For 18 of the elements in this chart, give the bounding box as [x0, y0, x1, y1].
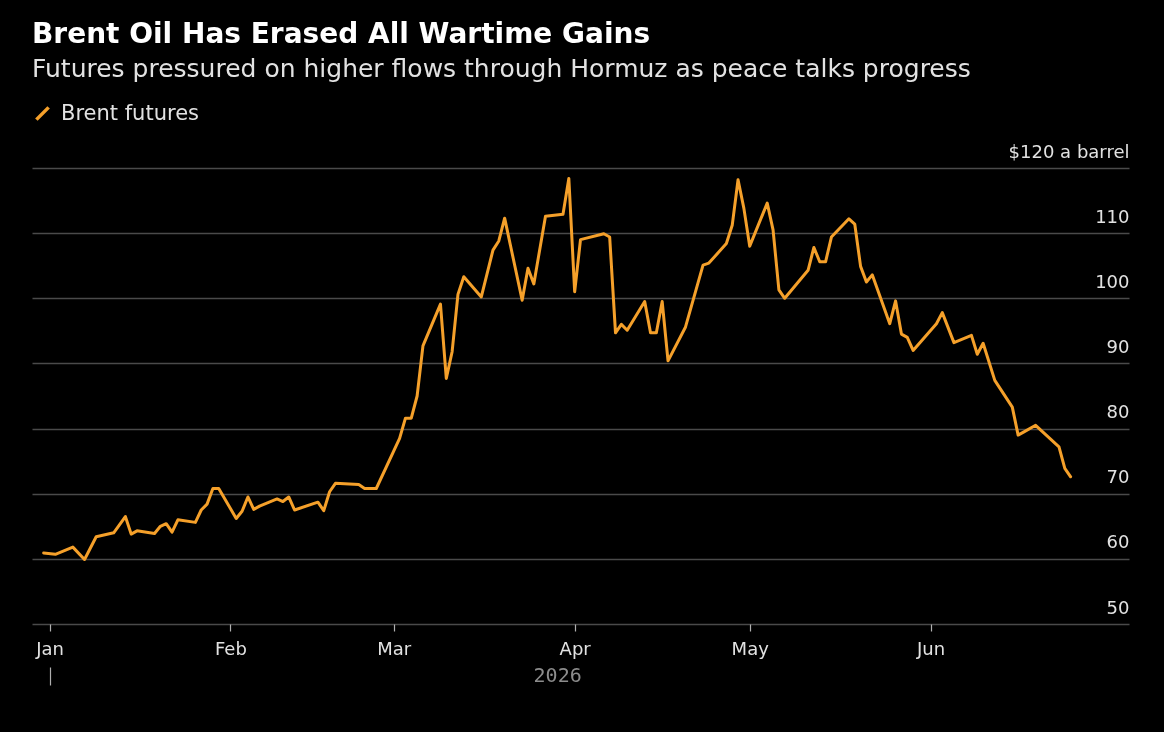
y-tick-label: $120 a barrel: [1008, 140, 1130, 162]
y-tick-label: 50: [1106, 596, 1130, 618]
chart-title: Brent Oil Has Erased All Wartime Gains: [32, 17, 651, 50]
x-tick-label: Jun: [916, 637, 946, 659]
y-tick-label: 100: [1095, 270, 1130, 292]
x-tick-label: Feb: [214, 637, 247, 659]
y-tick-label: 110: [1095, 205, 1130, 227]
x-tick-label: Mar: [377, 637, 412, 659]
x-tick-label: Apr: [559, 637, 592, 659]
x-axis-title: 2026: [533, 662, 582, 687]
y-tick-label: 80: [1106, 401, 1130, 423]
x-tick-label: Jan: [35, 637, 64, 659]
legend-label: Brent futures: [61, 100, 199, 125]
y-tick-label: 60: [1106, 531, 1130, 553]
chart-subtitle: Futures pressured on higher flows through Hormuz as peace talks progress: [32, 54, 971, 83]
y-tick-label: 70: [1106, 466, 1130, 488]
x-tick-label: May: [731, 637, 770, 659]
y-tick-label: 90: [1106, 335, 1130, 357]
